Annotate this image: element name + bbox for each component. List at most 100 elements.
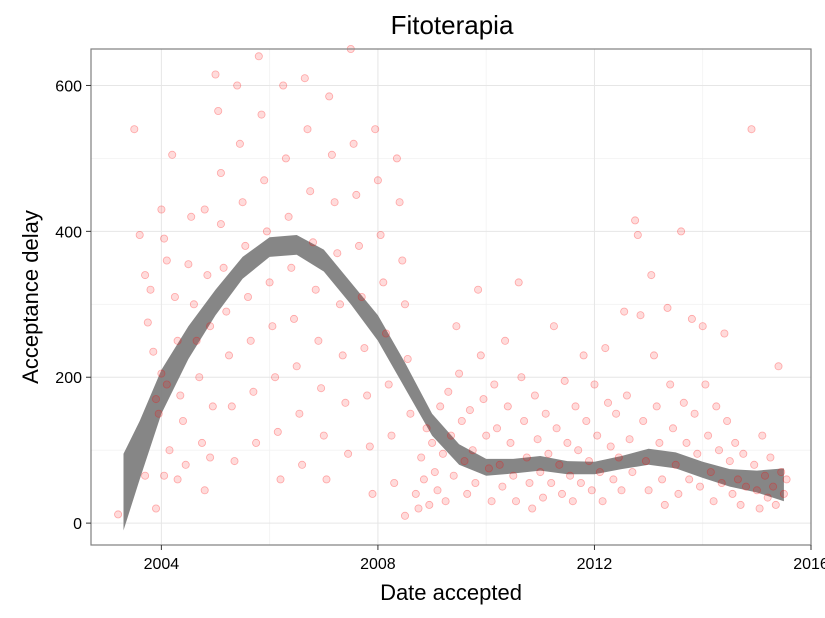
data-point <box>249 387 258 396</box>
data-point <box>341 398 350 407</box>
data-point <box>476 351 485 360</box>
data-point <box>771 500 780 509</box>
y-tick-label: 0 <box>73 516 82 533</box>
data-point <box>330 198 339 207</box>
data-point <box>392 154 401 163</box>
data-point <box>273 427 282 436</box>
data-point <box>114 510 123 519</box>
data-point <box>333 249 342 258</box>
data-point <box>568 497 577 506</box>
data-point <box>598 497 607 506</box>
data-point <box>606 442 615 451</box>
data-point <box>715 446 724 455</box>
data-point <box>363 391 372 400</box>
data-point <box>755 504 764 513</box>
data-point <box>284 212 293 221</box>
data-point <box>311 285 320 294</box>
data-point <box>512 497 521 506</box>
data-point <box>160 471 169 480</box>
data-point <box>403 354 412 363</box>
y-axis-title: Acceptance delay <box>18 210 43 384</box>
x-axis-title: Date accepted <box>380 580 522 605</box>
data-point <box>490 380 499 389</box>
data-point <box>693 449 702 458</box>
data-point <box>208 402 217 411</box>
data-point <box>157 205 166 214</box>
data-point <box>246 336 255 345</box>
data-point <box>325 92 334 101</box>
data-point <box>233 81 242 90</box>
data-point <box>482 431 491 440</box>
data-point <box>492 424 501 433</box>
data-point <box>669 424 678 433</box>
data-point <box>197 438 206 447</box>
data-point <box>168 150 177 159</box>
data-point <box>641 457 650 466</box>
data-point <box>465 406 474 415</box>
data-point <box>593 431 602 440</box>
data-point <box>571 402 580 411</box>
data-point <box>503 402 512 411</box>
data-point <box>731 438 740 447</box>
data-point <box>425 500 434 509</box>
data-point <box>170 292 179 301</box>
x-tick-label: 2016 <box>793 556 825 573</box>
data-point <box>766 453 775 462</box>
data-point <box>528 504 537 513</box>
data-point <box>308 238 317 247</box>
data-point <box>216 168 225 177</box>
data-point <box>141 471 150 480</box>
data-point <box>736 500 745 509</box>
data-point <box>149 347 158 356</box>
data-point <box>585 457 594 466</box>
data-point <box>536 468 545 477</box>
data-point <box>474 285 483 294</box>
data-point <box>157 369 166 378</box>
data-point <box>704 431 713 440</box>
data-point <box>411 489 420 498</box>
data-point <box>639 416 648 425</box>
data-point <box>633 230 642 239</box>
data-point <box>628 468 637 477</box>
data-point <box>227 402 236 411</box>
data-point <box>398 256 407 265</box>
data-point <box>335 300 344 309</box>
data-point <box>203 271 212 280</box>
data-point <box>349 139 358 148</box>
data-point <box>560 376 569 385</box>
data-point <box>338 351 347 360</box>
data-point <box>752 486 761 495</box>
data-point <box>151 395 160 404</box>
data-point <box>514 278 523 287</box>
data-point <box>547 478 556 487</box>
data-point <box>200 205 209 214</box>
data-point <box>452 322 461 331</box>
data-point <box>539 493 548 502</box>
data-point <box>317 384 326 393</box>
x-tick-label: 2004 <box>144 556 180 573</box>
data-point <box>520 416 529 425</box>
y-tick-label: 200 <box>55 370 82 387</box>
data-point <box>658 475 667 484</box>
data-point <box>484 464 493 473</box>
data-point <box>576 478 585 487</box>
data-point <box>224 351 233 360</box>
scatter-points <box>114 45 791 520</box>
y-tick-label: 600 <box>55 78 82 95</box>
data-point <box>723 416 732 425</box>
data-point <box>533 435 542 444</box>
data-point <box>701 380 710 389</box>
data-point <box>742 482 751 491</box>
data-point <box>417 453 426 462</box>
data-point <box>271 373 280 382</box>
data-point <box>162 256 171 265</box>
data-point <box>544 449 553 458</box>
data-point <box>563 438 572 447</box>
chart-title: Fitoterapia <box>391 10 514 40</box>
data-point <box>428 438 437 447</box>
data-point <box>241 241 250 250</box>
data-point <box>373 176 382 185</box>
data-point <box>733 475 742 484</box>
data-point <box>279 81 288 90</box>
data-point <box>541 409 550 418</box>
